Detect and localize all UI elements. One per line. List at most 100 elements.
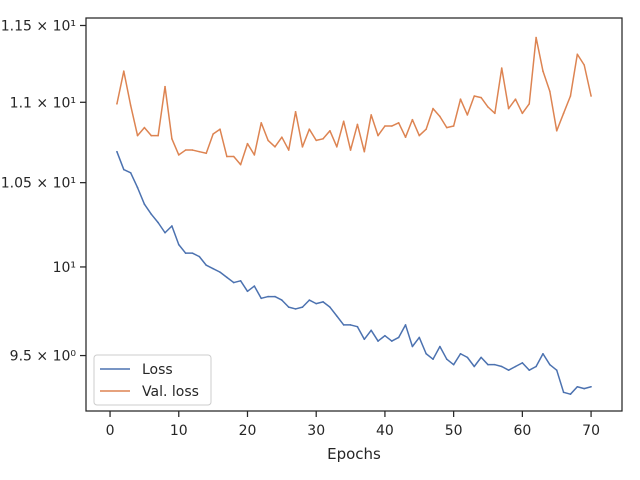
val-loss-point bbox=[246, 142, 249, 145]
loss-point bbox=[377, 340, 379, 342]
x-axis-ticks: 0 10 20 30 40 50 60 70 bbox=[106, 411, 600, 439]
loss-point bbox=[418, 336, 421, 339]
val-loss-point bbox=[287, 149, 290, 151]
loss-point bbox=[336, 315, 338, 317]
val-loss-point bbox=[322, 138, 324, 140]
loss-point bbox=[562, 391, 565, 394]
val-loss-point bbox=[184, 149, 187, 151]
val-loss-point bbox=[549, 90, 551, 93]
y-axis-ticks: 1.15 × 10¹ 1.1 × 10¹ 1.05 × 10¹ 10¹ 9.5 × 10… bbox=[1, 18, 86, 365]
val-loss-point bbox=[521, 112, 524, 115]
loss-point bbox=[459, 352, 462, 355]
loss-point bbox=[452, 363, 455, 366]
loss-point bbox=[397, 336, 400, 339]
loss-point bbox=[569, 393, 572, 395]
x-axis-label: Epochs bbox=[327, 445, 381, 463]
val-loss-point bbox=[219, 128, 221, 130]
val-loss-point bbox=[528, 103, 531, 105]
loss-point bbox=[226, 276, 228, 279]
loss-point bbox=[363, 338, 366, 341]
val-loss-point bbox=[555, 129, 558, 132]
loss-point bbox=[294, 308, 297, 310]
val-loss-point bbox=[150, 134, 153, 137]
val-loss-series-line bbox=[116, 36, 592, 166]
loss-point bbox=[549, 363, 551, 366]
val-loss-point bbox=[349, 149, 352, 151]
legend-box bbox=[93, 354, 212, 406]
val-loss-point bbox=[315, 139, 318, 142]
val-loss-point bbox=[336, 146, 338, 148]
loss-point bbox=[404, 324, 407, 326]
val-loss-point bbox=[191, 149, 194, 151]
loss-point bbox=[212, 267, 214, 270]
loss-point bbox=[205, 264, 208, 267]
loss-point bbox=[473, 365, 476, 368]
loss-point bbox=[439, 345, 441, 348]
x-tick-label: 0 bbox=[106, 423, 115, 439]
val-loss-point bbox=[562, 112, 565, 115]
val-loss-point bbox=[576, 53, 579, 56]
y-tick-label: 1.1 × 10¹ bbox=[10, 95, 76, 111]
loss-point bbox=[315, 302, 318, 305]
loss-point bbox=[232, 281, 235, 284]
val-loss-point bbox=[253, 154, 256, 156]
loss-point bbox=[494, 363, 496, 366]
loss-point bbox=[514, 365, 517, 368]
loss-point bbox=[384, 334, 386, 337]
val-loss-point bbox=[500, 67, 503, 69]
val-loss-point bbox=[239, 163, 242, 166]
val-loss-point bbox=[535, 36, 537, 39]
loss-point bbox=[432, 358, 434, 361]
val-loss-point bbox=[363, 150, 366, 153]
val-loss-point bbox=[260, 122, 263, 124]
val-loss-point bbox=[129, 104, 132, 107]
x-tick-label: 60 bbox=[513, 423, 531, 439]
loss-point bbox=[507, 369, 510, 371]
loss-point bbox=[143, 203, 146, 205]
val-loss-point bbox=[466, 114, 469, 116]
x-tick-label: 40 bbox=[376, 423, 394, 439]
loss-point bbox=[267, 295, 269, 298]
loss-point bbox=[122, 168, 125, 171]
loss-point bbox=[322, 301, 324, 303]
loss-point bbox=[150, 213, 153, 216]
loss-point bbox=[198, 255, 201, 258]
loss-point bbox=[535, 365, 537, 368]
val-loss-point bbox=[212, 133, 214, 135]
loss-point bbox=[329, 306, 331, 308]
y-tick-label: 1.05 × 10¹ bbox=[1, 176, 76, 192]
y-tick-label: 9.5 × 10⁰ bbox=[10, 349, 77, 365]
loss-point bbox=[136, 186, 139, 189]
loss-series-line bbox=[116, 151, 592, 395]
val-loss-point bbox=[342, 120, 345, 123]
loss-point bbox=[521, 362, 524, 364]
val-loss-point bbox=[232, 155, 235, 158]
val-loss-point bbox=[164, 85, 166, 88]
val-loss-point bbox=[143, 126, 146, 129]
val-loss-point bbox=[116, 103, 118, 105]
loss-point bbox=[542, 352, 544, 355]
val-loss-point bbox=[390, 125, 393, 127]
loss-point bbox=[171, 225, 173, 227]
val-loss-point bbox=[301, 146, 304, 148]
val-loss-point bbox=[308, 128, 311, 130]
val-loss-point bbox=[425, 128, 427, 130]
x-tick-label: 50 bbox=[445, 423, 463, 439]
loss-point bbox=[164, 231, 166, 234]
loss-point bbox=[253, 285, 256, 287]
loss-point bbox=[191, 252, 194, 254]
val-loss-point bbox=[171, 138, 173, 140]
val-loss-point bbox=[404, 136, 407, 138]
loss-point bbox=[590, 385, 592, 388]
val-loss-point bbox=[294, 110, 297, 113]
val-loss-point bbox=[281, 136, 283, 138]
val-loss-point bbox=[267, 139, 269, 142]
val-loss-point bbox=[583, 64, 586, 66]
loss-point bbox=[287, 306, 290, 308]
val-loss-point bbox=[226, 155, 228, 158]
loss-point bbox=[342, 324, 345, 326]
loss-point bbox=[480, 356, 482, 359]
loss-point bbox=[301, 306, 304, 308]
val-loss-point bbox=[377, 134, 379, 137]
